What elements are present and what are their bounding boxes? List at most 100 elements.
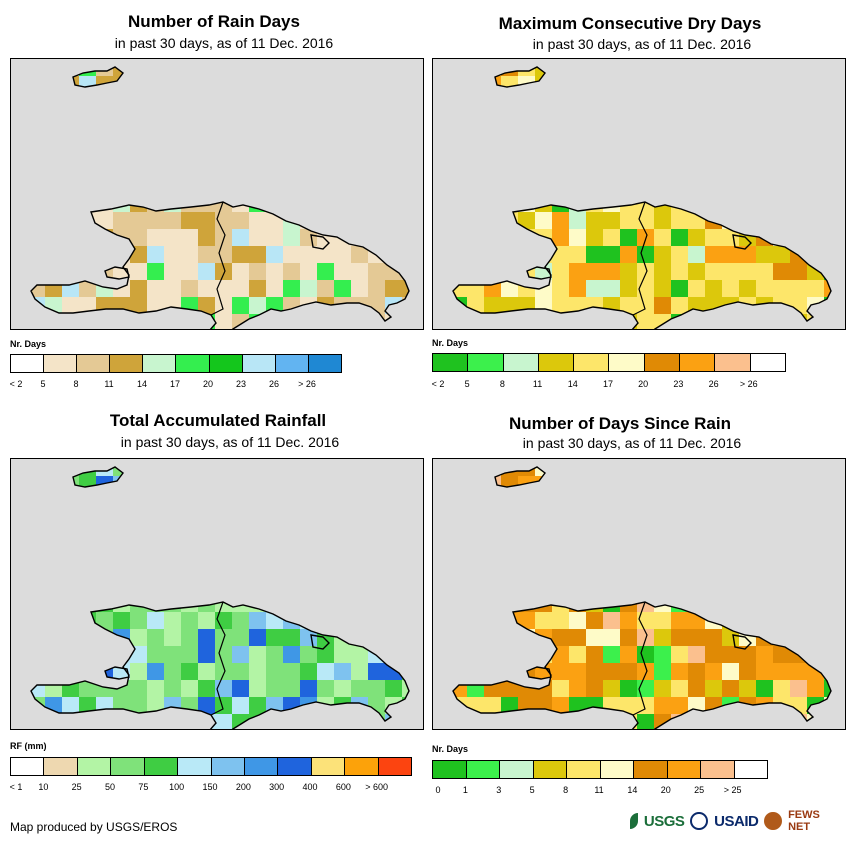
grid-cell bbox=[773, 280, 790, 297]
grid-cell bbox=[181, 493, 198, 510]
grid-cell bbox=[586, 212, 603, 229]
grid-cell bbox=[603, 246, 620, 263]
grid-cell bbox=[334, 578, 351, 595]
grid-cell bbox=[807, 76, 824, 93]
grid-cell bbox=[484, 561, 501, 578]
legend-swatch bbox=[503, 354, 539, 371]
grid-cell bbox=[620, 93, 637, 110]
grid-cell bbox=[433, 229, 450, 246]
grid-cell bbox=[232, 680, 249, 697]
grid-cell bbox=[232, 595, 249, 612]
legend-label: 11 bbox=[594, 785, 604, 795]
grid-cell bbox=[807, 493, 824, 510]
legend-swatch bbox=[574, 354, 610, 371]
grid-cell bbox=[620, 663, 637, 680]
grid-cell bbox=[31, 280, 45, 297]
grid-cell bbox=[518, 144, 535, 161]
legend-swatch bbox=[634, 761, 668, 778]
grid-cell bbox=[300, 263, 317, 280]
grid-cell bbox=[181, 110, 198, 127]
grid-cell bbox=[722, 195, 739, 212]
grid-cell bbox=[467, 280, 484, 297]
grid-cell bbox=[266, 467, 283, 476]
grid-cell bbox=[334, 178, 351, 195]
grid-cell bbox=[351, 527, 368, 544]
grid-cell bbox=[351, 127, 368, 144]
grid-cell bbox=[11, 561, 28, 578]
grid-cell bbox=[31, 144, 45, 161]
grid-cell bbox=[722, 595, 739, 612]
grid-cell bbox=[368, 476, 385, 493]
grid-cell bbox=[501, 510, 518, 527]
grid-cell bbox=[45, 595, 62, 612]
grid-cell bbox=[484, 476, 501, 493]
grid-cell bbox=[334, 93, 351, 110]
grid-cell bbox=[334, 297, 351, 314]
grid-cell bbox=[198, 76, 215, 93]
grid-cell bbox=[671, 595, 688, 612]
grid-cell bbox=[198, 229, 215, 246]
grid-cell bbox=[283, 646, 300, 663]
grid-cell bbox=[824, 612, 831, 629]
grid-cell bbox=[300, 510, 317, 527]
grid-cell bbox=[130, 510, 147, 527]
grid-cell bbox=[467, 561, 484, 578]
grid-cell bbox=[705, 297, 722, 314]
grid-cell bbox=[402, 67, 409, 76]
grid-cell bbox=[807, 544, 824, 561]
grid-cell bbox=[773, 263, 790, 280]
grid-cell bbox=[688, 467, 705, 476]
grid-cell bbox=[62, 178, 79, 195]
grid-cell bbox=[586, 663, 603, 680]
grid-cell bbox=[705, 144, 722, 161]
grid-cell bbox=[266, 178, 283, 195]
grid-cell bbox=[11, 595, 28, 612]
grid-cell bbox=[841, 697, 845, 714]
legend-labels: < 1 10 25 50 75 100 150 200 300 400 600 > 600 bbox=[10, 782, 410, 794]
grid-cell bbox=[722, 161, 739, 178]
grid-cell bbox=[402, 544, 409, 561]
grid-cell bbox=[266, 229, 283, 246]
grid-cell bbox=[11, 93, 28, 110]
grid-cell bbox=[654, 680, 671, 697]
grid-cell bbox=[164, 110, 181, 127]
grid-cell bbox=[484, 612, 501, 629]
grid-cell bbox=[113, 544, 130, 561]
grid-cell bbox=[419, 493, 423, 510]
grid-cell bbox=[841, 680, 845, 697]
grid-cell bbox=[147, 76, 164, 93]
grid-cell bbox=[11, 544, 28, 561]
grid-cell bbox=[841, 110, 845, 127]
grid-cell bbox=[705, 178, 722, 195]
grid-cell bbox=[433, 93, 450, 110]
grid-cell bbox=[586, 510, 603, 527]
legend-swatch bbox=[667, 761, 701, 778]
legend-label: 20 bbox=[660, 785, 671, 795]
grid-cell bbox=[147, 629, 164, 646]
grid-cell bbox=[467, 680, 484, 697]
grid-cell bbox=[620, 280, 637, 297]
grid-cell bbox=[419, 697, 423, 714]
grid-cell bbox=[385, 510, 402, 527]
grid-cell bbox=[96, 646, 113, 663]
fews-net-logo: FEWS NET bbox=[788, 809, 820, 833]
grid-cell bbox=[62, 493, 79, 510]
grid-cell bbox=[164, 127, 181, 144]
grid-cell bbox=[586, 561, 603, 578]
grid-cell bbox=[688, 595, 705, 612]
grid-cell bbox=[807, 646, 824, 663]
grid-cell bbox=[705, 127, 722, 144]
grid-cell bbox=[467, 178, 484, 195]
grid-cell bbox=[824, 67, 831, 76]
grid-cell bbox=[198, 578, 215, 595]
grid-cell bbox=[419, 144, 423, 161]
grid-cell bbox=[130, 195, 147, 212]
grid-cell bbox=[773, 493, 790, 510]
grid-cell bbox=[96, 178, 113, 195]
grid-cell bbox=[317, 93, 334, 110]
grid-cell bbox=[790, 467, 807, 476]
grid-cell bbox=[351, 493, 368, 510]
grid-cell bbox=[11, 76, 28, 93]
grid-cell bbox=[756, 212, 773, 229]
grid-cell bbox=[433, 561, 450, 578]
